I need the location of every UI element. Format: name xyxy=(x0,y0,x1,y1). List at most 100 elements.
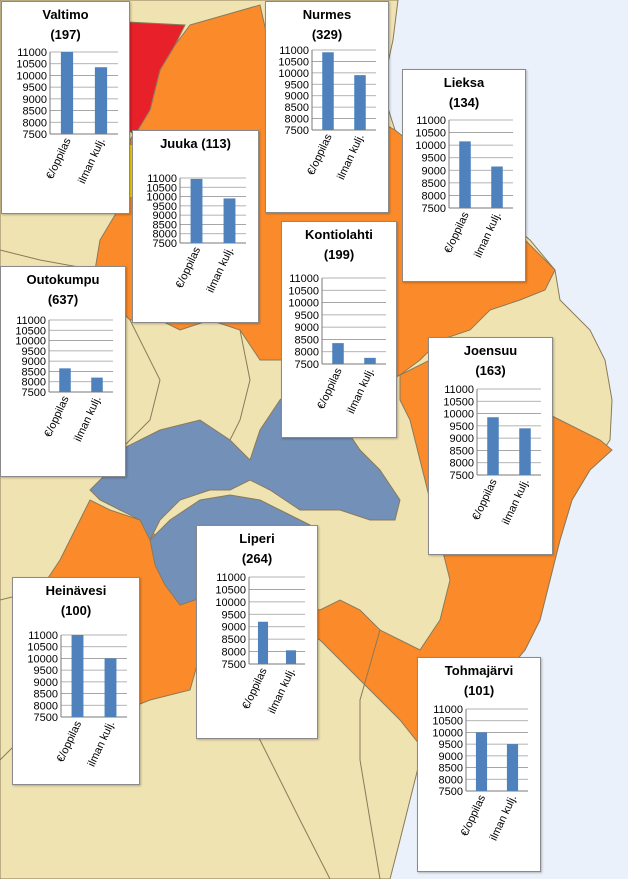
chart-card-tohmajarvi: Tohmajärvi (101) 11000 10500 10000 9500 9000 85… xyxy=(417,657,541,872)
y-tick-label: 9500 xyxy=(285,79,309,91)
chart-title: Outokumpu xyxy=(27,272,100,287)
y-tick-label: 8500 xyxy=(295,334,319,346)
y-tick-label: 10000 xyxy=(443,409,474,421)
chart-card-outokumpu: Outokumpu (637) 11000 10500 10000 9500 9000 850… xyxy=(0,266,126,477)
y-tick-label: 9500 xyxy=(295,310,319,322)
y-tick-label: 8000 xyxy=(295,347,319,359)
bar xyxy=(71,635,84,717)
y-tick-label: 10500 xyxy=(288,285,319,297)
y-tick-label: 9000 xyxy=(285,91,309,103)
y-tick-label: 8000 xyxy=(285,114,309,126)
y-tick-label: 7500 xyxy=(285,125,309,137)
y-tick-label: 10000 xyxy=(27,653,58,665)
bar xyxy=(322,52,334,130)
category-label: ilman kulj. xyxy=(76,136,108,185)
y-tick-label: 10000 xyxy=(415,140,446,152)
y-tick-label: 8000 xyxy=(222,647,246,659)
bar xyxy=(487,417,499,475)
chart-count: (199) xyxy=(324,247,354,262)
bar-chart-heinavesi: Heinävesi (100)11000105001000095009000850… xyxy=(27,583,127,769)
chart-title: Nurmes xyxy=(303,7,351,22)
y-tick-label: 8500 xyxy=(450,445,474,457)
y-tick-label: 8000 xyxy=(34,700,58,712)
category-label: €/oppilas xyxy=(305,132,335,177)
y-tick-label: 8500 xyxy=(285,102,309,114)
bar xyxy=(519,428,531,475)
y-tick-label: 10500 xyxy=(432,716,463,728)
category-label: ilman kulj. xyxy=(86,719,118,768)
y-tick-label: 10000 xyxy=(15,336,46,348)
y-tick-label: 7500 xyxy=(222,659,246,671)
category-label: ilman kulj. xyxy=(335,132,367,181)
chart-card-kontiolahti: Kontiolahti (199) 11000 10500 10000 9500 9000 8… xyxy=(281,221,397,438)
y-tick-label: 7500 xyxy=(439,786,463,798)
y-tick-label: 8000 xyxy=(23,117,47,129)
y-tick-label: 8500 xyxy=(422,178,446,190)
chart-title: Tohmajärvi xyxy=(445,663,513,678)
y-tick-label: 8500 xyxy=(222,634,246,646)
bar-chart-lieksa: Lieksa (134)11000105001000095009000850080… xyxy=(415,75,513,260)
y-tick-label: 10500 xyxy=(146,182,177,194)
y-tick-label: 9000 xyxy=(450,433,474,445)
chart-title: Valtimo xyxy=(42,7,88,22)
bar xyxy=(459,141,471,208)
bar xyxy=(332,343,344,364)
bar xyxy=(257,621,269,664)
y-tick-label: 9500 xyxy=(450,421,474,433)
y-tick-label: 8000 xyxy=(450,458,474,470)
y-tick-label: 9000 xyxy=(22,356,46,368)
y-tick-label: 10500 xyxy=(27,642,58,654)
bar-chart-juuka: Juuka (113) 11000105001000095009000850080… xyxy=(146,136,246,295)
chart-count: (134) xyxy=(449,95,479,110)
chart-count: (264) xyxy=(242,551,272,566)
category-label: ilman kulj. xyxy=(205,245,237,294)
y-tick-label: 8000 xyxy=(22,377,46,389)
y-tick-label: 8500 xyxy=(34,689,58,701)
category-label: €/oppilas xyxy=(470,477,500,522)
y-tick-label: 11000 xyxy=(433,704,463,716)
y-tick-label: 9500 xyxy=(34,665,58,677)
y-tick-label: 10500 xyxy=(415,128,446,140)
y-tick-label: 9500 xyxy=(222,609,246,621)
category-label: €/oppilas xyxy=(42,394,72,439)
chart-card-heinavesi: Heinävesi (100) 11000 10500 10000 9500 9000 850… xyxy=(12,577,140,785)
y-tick-label: 8500 xyxy=(22,366,46,378)
bar xyxy=(354,75,366,130)
bar-chart-tohmajarvi: Tohmajärvi (101)1100010500100009500900085… xyxy=(432,663,528,843)
y-tick-label: 10500 xyxy=(215,584,246,596)
y-tick-label: 7500 xyxy=(153,238,177,250)
y-tick-label: 7500 xyxy=(22,387,46,399)
bar xyxy=(223,198,236,243)
y-tick-label: 10000 xyxy=(16,70,47,82)
y-tick-label: 9500 xyxy=(422,153,446,165)
category-label: €/oppilas xyxy=(315,366,345,411)
y-tick-label: 7500 xyxy=(34,712,58,724)
category-label: ilman kulj. xyxy=(266,666,298,715)
chart-count: (163) xyxy=(475,363,505,378)
y-tick-label: 10000 xyxy=(288,298,319,310)
y-tick-label: 11000 xyxy=(28,630,58,642)
y-tick-label: 11000 xyxy=(216,572,246,584)
y-tick-label: 9500 xyxy=(23,82,47,94)
chart-count: (329) xyxy=(312,27,342,42)
category-label: ilman kulj. xyxy=(345,366,377,415)
y-tick-label: 10500 xyxy=(443,396,474,408)
y-tick-label: 9000 xyxy=(422,165,446,177)
bar-chart-kontiolahti: Kontiolahti(199)110001050010000950090008… xyxy=(288,227,386,416)
bar xyxy=(104,658,117,717)
bar xyxy=(59,368,71,392)
chart-card-joensuu: Joensuu (163) 11000 10500 10000 9500 9000 8500 8… xyxy=(428,337,553,555)
y-tick-label: 11000 xyxy=(17,47,47,59)
bar-chart-nurmes: Nurmes (329)11000105001000095009000850080… xyxy=(278,7,376,182)
bar xyxy=(364,357,376,364)
category-label: €/oppilas xyxy=(174,245,204,290)
chart-count: (100) xyxy=(61,603,91,618)
y-tick-label: 8000 xyxy=(439,774,463,786)
y-tick-label: 9500 xyxy=(153,201,177,213)
y-tick-label: 10000 xyxy=(432,727,463,739)
chart-title: Heinävesi xyxy=(46,583,107,598)
category-label: €/oppilas xyxy=(44,136,74,181)
y-tick-label: 11000 xyxy=(147,173,177,185)
y-tick-label: 11000 xyxy=(444,384,474,396)
y-tick-label: 9000 xyxy=(439,751,463,763)
